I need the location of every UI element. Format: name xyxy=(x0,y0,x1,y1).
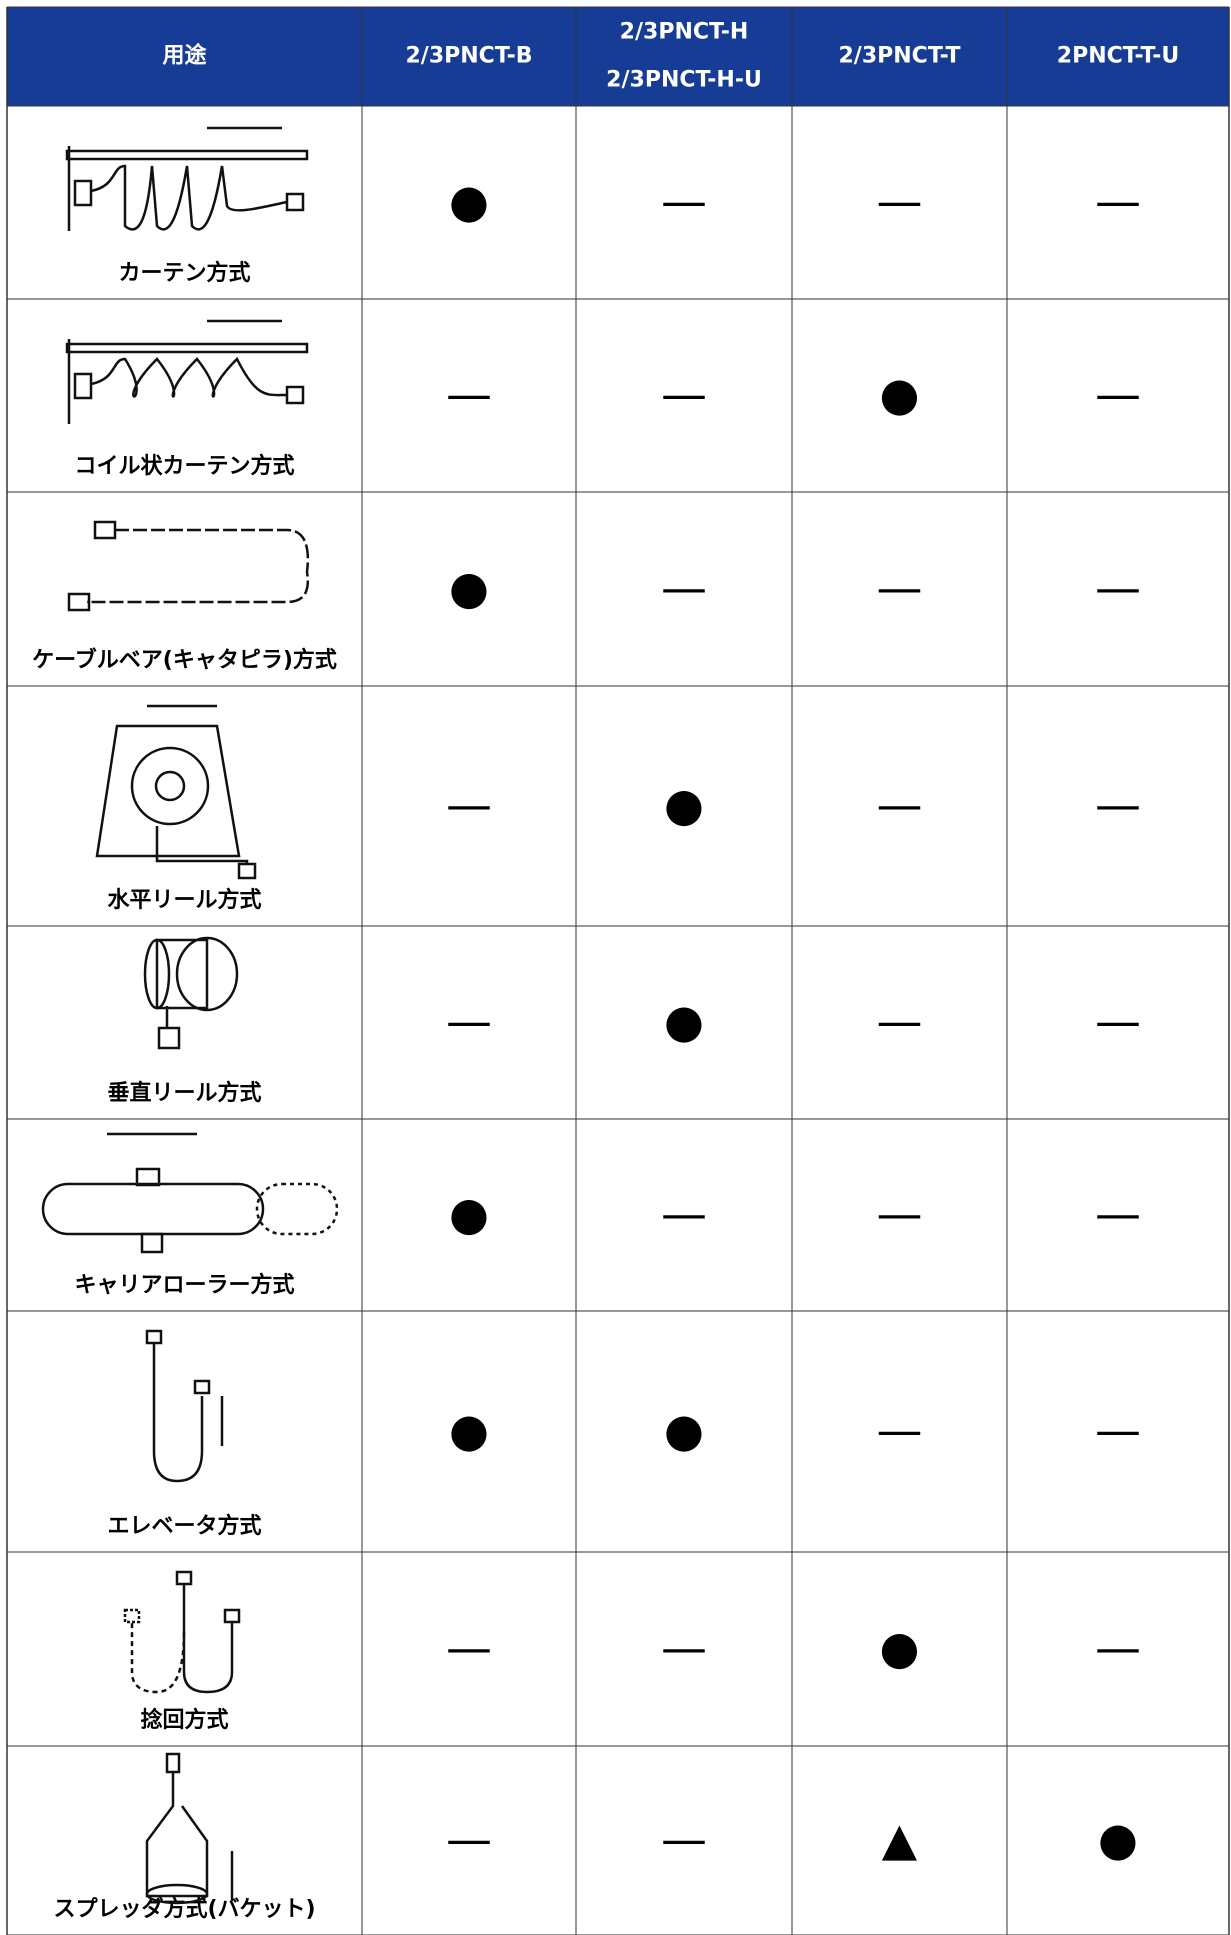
illustration-part xyxy=(145,1329,163,1345)
symbol: — xyxy=(446,367,492,421)
symbol: — xyxy=(661,174,707,228)
row-label: スプレッダ方式(バケット) xyxy=(53,1896,315,1922)
header-cell: 2/3PNCT-H-U xyxy=(606,68,762,93)
symbol: — xyxy=(1095,1621,1141,1675)
symbol: ● xyxy=(879,1621,919,1675)
illustration-part xyxy=(143,938,171,1010)
illustration xyxy=(65,126,309,231)
symbol: ● xyxy=(449,1403,489,1457)
illustration xyxy=(145,1752,234,1905)
symbol: — xyxy=(1095,994,1141,1048)
symbol: — xyxy=(877,1187,923,1241)
symbol: — xyxy=(446,1621,492,1675)
symbol: — xyxy=(877,561,923,615)
symbol: ● xyxy=(664,994,704,1048)
symbol: — xyxy=(877,994,923,1048)
symbol: ● xyxy=(449,174,489,228)
illustration-part xyxy=(154,770,186,802)
symbol: — xyxy=(446,778,492,832)
illustration xyxy=(95,704,257,880)
illustration-part xyxy=(135,1167,161,1187)
illustration-part xyxy=(145,1883,209,1905)
illustration-part xyxy=(193,1379,211,1395)
illustration-part xyxy=(93,520,117,540)
illustration xyxy=(145,1329,224,1483)
symbol: — xyxy=(661,561,707,615)
illustration xyxy=(67,520,310,612)
symbol: — xyxy=(1095,174,1141,228)
row-label: 水平リール方式 xyxy=(107,887,261,913)
illustration-part xyxy=(165,1752,181,1774)
symbol: — xyxy=(661,1812,707,1866)
illustration-part xyxy=(152,1343,204,1483)
illustration-part xyxy=(95,724,241,858)
illustration-part xyxy=(155,938,209,1010)
row-label: ケーブルベア(キャタピラ)方式 xyxy=(32,647,337,673)
header-cell: 2/3PNCT-T xyxy=(838,44,960,69)
header-bg xyxy=(7,7,1229,106)
symbol: — xyxy=(1095,561,1141,615)
illustration-part xyxy=(90,356,288,398)
illustration-part xyxy=(285,385,305,405)
row-label: キャリアローラー方式 xyxy=(74,1272,294,1298)
symbol: ● xyxy=(664,778,704,832)
illustration-part xyxy=(41,1182,265,1236)
illustration-part xyxy=(87,528,310,604)
symbol: — xyxy=(446,994,492,1048)
header-cell: 2/3PNCT-H xyxy=(620,20,749,45)
symbol: ● xyxy=(449,561,489,615)
symbol: ▲ xyxy=(882,1812,918,1866)
illustration-part xyxy=(175,936,239,1012)
row-label: カーテン方式 xyxy=(118,260,250,286)
symbol: ● xyxy=(879,367,919,421)
illustration-part xyxy=(123,1608,141,1624)
header-cell: 2PNCT-T-U xyxy=(1057,44,1179,69)
symbol: ● xyxy=(449,1187,489,1241)
header-cell: 2/3PNCT-B xyxy=(405,44,532,69)
illustration-part xyxy=(73,179,93,207)
illustration xyxy=(143,936,239,1050)
illustration-part xyxy=(285,192,305,212)
row-label: エレベータ方式 xyxy=(107,1513,261,1539)
symbol: — xyxy=(661,1621,707,1675)
header-cell: 用途 xyxy=(162,43,207,69)
illustration-part xyxy=(175,1570,193,1586)
symbol: — xyxy=(877,1403,923,1457)
symbol: — xyxy=(877,174,923,228)
symbol: — xyxy=(1095,1187,1141,1241)
row-label: 垂直リール方式 xyxy=(107,1080,261,1106)
illustration-part xyxy=(90,164,288,231)
symbol: — xyxy=(661,367,707,421)
row-label: 捻回方式 xyxy=(140,1707,228,1733)
illustration-part xyxy=(155,826,249,864)
illustration-part xyxy=(65,149,309,161)
illustration-part xyxy=(130,1622,186,1694)
illustration-part xyxy=(140,1232,164,1254)
illustration-part xyxy=(65,342,309,354)
symbol: ● xyxy=(664,1403,704,1457)
symbol: — xyxy=(877,778,923,832)
symbol: — xyxy=(1095,778,1141,832)
illustration-part xyxy=(67,592,91,612)
symbol: — xyxy=(1095,367,1141,421)
symbol: — xyxy=(446,1812,492,1866)
illustration-part xyxy=(237,862,257,880)
illustration-part xyxy=(182,1584,234,1694)
illustration xyxy=(65,319,309,424)
illustration xyxy=(123,1570,241,1694)
symbol: — xyxy=(1095,1403,1141,1457)
illustration-part xyxy=(223,1608,241,1624)
illustration-part xyxy=(145,1772,209,1898)
symbol: — xyxy=(661,1187,707,1241)
illustration-part xyxy=(157,1026,181,1050)
illustration-part xyxy=(255,1182,339,1236)
symbol: ● xyxy=(1098,1812,1138,1866)
illustration-part xyxy=(73,372,93,400)
row-label: コイル状カーテン方式 xyxy=(74,453,294,479)
illustration-part xyxy=(130,746,210,826)
illustration xyxy=(41,1132,339,1254)
